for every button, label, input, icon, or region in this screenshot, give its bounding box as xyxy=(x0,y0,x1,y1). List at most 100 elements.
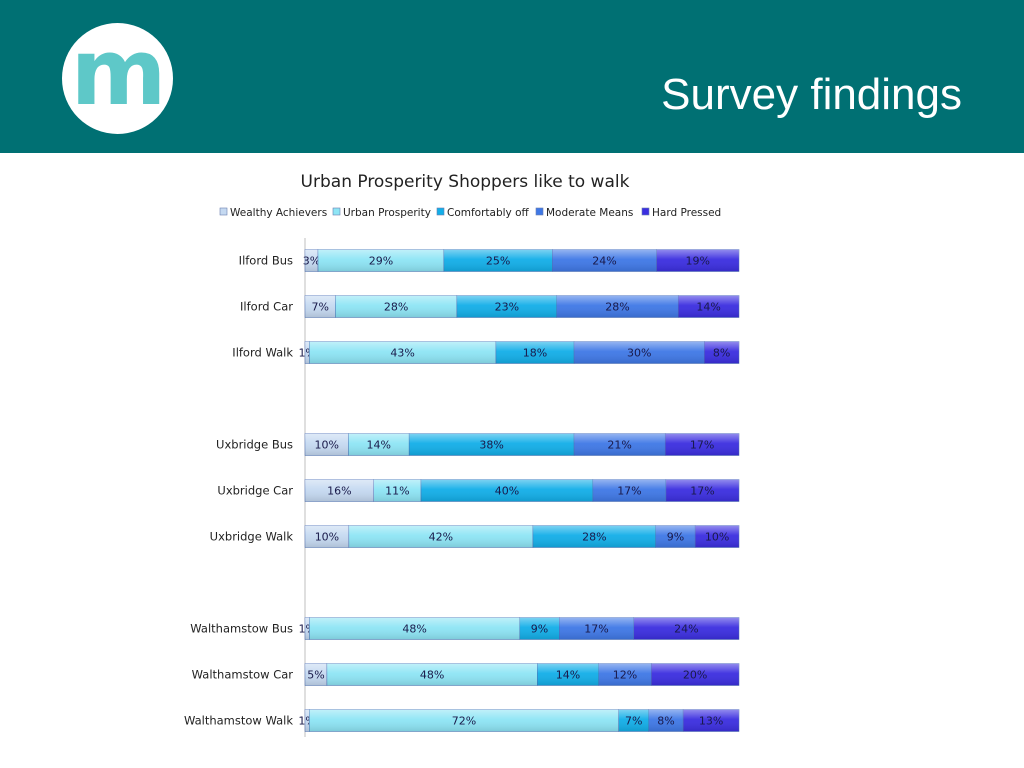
data-label: 10% xyxy=(315,531,339,544)
data-label: 19% xyxy=(686,255,710,268)
bar-shading xyxy=(348,525,533,548)
bar-shading xyxy=(443,249,553,272)
bar-shading xyxy=(683,709,739,732)
category-label: Uxbridge Walk xyxy=(210,530,294,544)
data-label: 7% xyxy=(625,715,642,728)
data-label: 5% xyxy=(307,669,324,682)
data-label: 24% xyxy=(674,623,698,636)
bar-shading xyxy=(537,663,599,686)
legend-label-wealthy-achievers: Wealthy Achievers xyxy=(230,207,327,219)
bar-shading xyxy=(665,433,739,456)
page-title: Survey findings xyxy=(661,70,962,119)
data-label: 24% xyxy=(592,255,616,268)
data-label: 21% xyxy=(607,439,631,452)
data-label: 10% xyxy=(314,439,338,452)
data-label: 11% xyxy=(385,485,409,498)
bar-shading xyxy=(373,479,422,502)
data-label: 10% xyxy=(705,531,729,544)
bar-shading xyxy=(655,525,696,548)
data-label: 18% xyxy=(523,347,547,360)
bar-shading xyxy=(305,709,310,732)
legend-label-urban-prosperity: Urban Prosperity xyxy=(343,207,431,219)
bar-shading xyxy=(421,479,593,502)
data-label: 17% xyxy=(617,485,641,498)
bar-shading xyxy=(532,525,656,548)
data-label: 17% xyxy=(584,623,608,636)
bar-shading xyxy=(456,295,557,318)
bar-shading xyxy=(618,709,649,732)
data-label: 29% xyxy=(369,255,393,268)
bar-shading xyxy=(592,479,666,502)
header-bar: m Survey findings xyxy=(0,0,1024,153)
bar-shading xyxy=(574,433,666,456)
bar-shading xyxy=(495,341,575,364)
data-label: 40% xyxy=(495,485,519,498)
bar-shading xyxy=(305,341,310,364)
category-label: Walthamstow Walk xyxy=(184,714,293,728)
data-label: 72% xyxy=(452,715,476,728)
data-label: 8% xyxy=(657,715,674,728)
category-label: Ilford Bus xyxy=(239,254,293,268)
bar-shading xyxy=(574,341,705,364)
data-label: 8% xyxy=(713,347,730,360)
legend-swatch-wealthy-achievers xyxy=(219,207,228,216)
category-label: Uxbridge Bus xyxy=(216,438,293,452)
category-label: Ilford Car xyxy=(240,300,293,314)
data-label: 28% xyxy=(582,531,606,544)
data-label: 48% xyxy=(420,669,444,682)
data-label: 43% xyxy=(390,347,414,360)
legend-swatch-urban-prosperity xyxy=(332,207,341,216)
bar-shading xyxy=(326,663,538,686)
bar-shading xyxy=(305,479,374,502)
data-label: 23% xyxy=(495,301,519,314)
category-labels: Ilford Bus Ilford Car Ilford Walk Uxbridge … xyxy=(184,254,293,728)
bar-shading xyxy=(305,525,349,548)
data-label: 9% xyxy=(531,623,548,636)
data-label: 17% xyxy=(690,485,714,498)
bar-shading xyxy=(409,433,575,456)
legend-label-comfortably-off: Comfortably off xyxy=(447,207,530,219)
bar-shading xyxy=(305,433,349,456)
bar-shading xyxy=(559,617,634,640)
data-label: 3% xyxy=(303,255,320,268)
data-label: 7% xyxy=(311,301,328,314)
data-label: 9% xyxy=(667,531,684,544)
bar-shading xyxy=(309,341,496,364)
data-label: 14% xyxy=(556,669,580,682)
bar-shading xyxy=(305,295,336,318)
stacked-bar-chart: Urban Prosperity Shoppers like to walk W… xyxy=(184,172,740,737)
legend-swatch-hard-pressed xyxy=(641,207,650,216)
bar-shading xyxy=(305,249,319,272)
bar-shading xyxy=(305,617,310,640)
bar-shading xyxy=(335,295,457,318)
bar-shading xyxy=(678,295,739,318)
data-label: 20% xyxy=(683,669,707,682)
legend-swatch-comfortably-off xyxy=(436,207,445,216)
bar-shading xyxy=(552,249,657,272)
bar-shading xyxy=(309,709,619,732)
bar-shading xyxy=(305,663,327,686)
logo-letter: m xyxy=(70,19,167,126)
bar-shading xyxy=(665,479,739,502)
data-label: 42% xyxy=(429,531,453,544)
bar-shading xyxy=(556,295,679,318)
bars: 3% 29% 25% 24% 19%7% 28% 23% 28% 14%1% 43% 18% 30% 8… xyxy=(298,249,740,732)
bar-shading xyxy=(348,433,410,456)
bar-shading xyxy=(598,663,652,686)
category-label: Walthamstow Car xyxy=(192,668,294,682)
bar-shading xyxy=(648,709,684,732)
data-label: 28% xyxy=(384,301,408,314)
legend: Wealthy Achievers Urban Prosperity Comfort… xyxy=(219,207,721,219)
data-label: 14% xyxy=(696,301,720,314)
legend-label-moderate-means: Moderate Means xyxy=(546,207,633,219)
legend-swatch-moderate-means xyxy=(535,207,544,216)
data-label: 17% xyxy=(690,439,714,452)
category-label: Walthamstow Bus xyxy=(190,622,293,636)
bar-shading xyxy=(519,617,560,640)
data-label: 14% xyxy=(367,439,391,452)
bar-shading xyxy=(633,617,739,640)
data-label: 12% xyxy=(613,669,637,682)
data-label: 16% xyxy=(327,485,351,498)
chart-title: Urban Prosperity Shoppers like to walk xyxy=(301,172,630,192)
category-label: Uxbridge Car xyxy=(217,484,293,498)
